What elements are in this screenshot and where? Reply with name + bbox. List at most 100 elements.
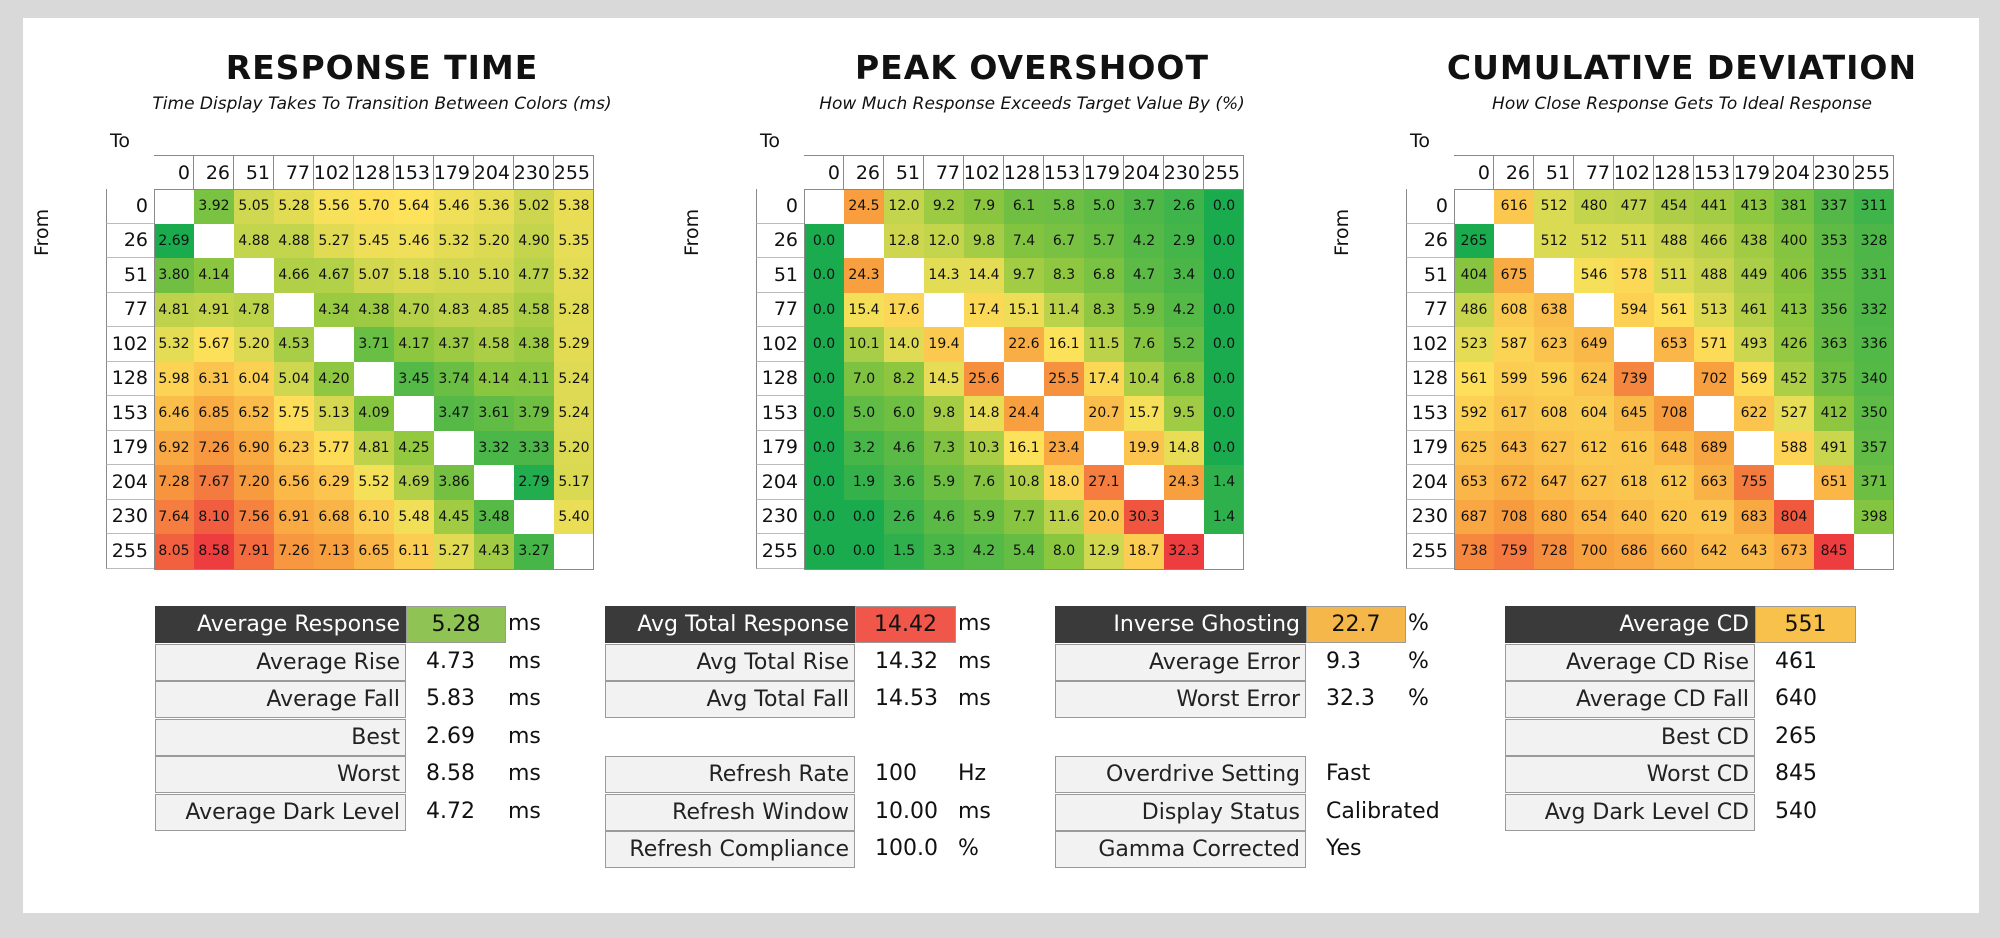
heatmap-cell: 0.0 (804, 223, 844, 258)
row-header: 153 (106, 396, 154, 431)
heatmap-cell: 5.9 (1124, 292, 1164, 327)
heatmap-cell: 3.3 (924, 534, 964, 569)
stat-label-refresh-rate: Refresh Rate (605, 756, 855, 793)
row-header: 230 (756, 499, 804, 534)
heatmap-cell: 22.6 (1004, 327, 1044, 362)
heatmap-cell: 651 (1814, 465, 1854, 500)
heatmap-cell: 24.3 (1164, 465, 1204, 500)
heatmap-cell: 7.26 (194, 430, 234, 465)
column-header: 102 (1614, 155, 1654, 189)
heatmap-cell: 5.20 (474, 223, 514, 258)
stat-label-overdrive-setting: Overdrive Setting (1055, 756, 1306, 793)
heatmap-cell: 6.8 (1164, 361, 1204, 396)
heatmap-cell: 683 (1734, 499, 1774, 534)
heatmap-cell: 350 (1854, 396, 1894, 431)
heatmap-cell: 24.5 (844, 189, 884, 224)
heatmap-cell (1044, 396, 1084, 431)
heatmap-cell: 4.2 (964, 534, 1004, 569)
stat-value-worst-cd: 845 (1775, 761, 1817, 786)
heatmap-cell: 6.85 (194, 396, 234, 431)
heatmap-cell: 608 (1494, 292, 1534, 327)
row-header: 179 (1406, 430, 1454, 465)
stat-value-inverse-ghosting-rate: 22.7 (1306, 606, 1406, 643)
heatmap-cell: 4.81 (354, 430, 394, 465)
stat-label-average-response: Average Response (155, 606, 406, 643)
heatmap-cell (1004, 361, 1044, 396)
heatmap-cell (154, 189, 194, 224)
row-header: 26 (1406, 223, 1454, 258)
heatmap-cell: 493 (1734, 327, 1774, 362)
heatmap-cell: 612 (1654, 465, 1694, 500)
stat-unit-average-fall: ms (508, 686, 541, 711)
heatmap-cell: 653 (1654, 327, 1694, 362)
stat-value-overdrive-setting: Fast (1326, 761, 1371, 786)
heatmap-cell: 0.0 (1204, 327, 1244, 362)
column-header: 153 (1044, 155, 1084, 189)
heatmap-cell: 738 (1454, 534, 1494, 569)
heatmap-cell: 759 (1494, 534, 1534, 569)
heatmap-cell: 4.6 (924, 499, 964, 534)
heatmap-cell: 708 (1654, 396, 1694, 431)
heatmap-cell: 4.81 (154, 292, 194, 327)
stat-label-display-status: Display Status (1055, 793, 1306, 831)
heatmap-cell: 6.92 (154, 430, 194, 465)
stat-value-gamma-corrected: Yes (1326, 836, 1362, 861)
heatmap-cell: 5.04 (274, 361, 314, 396)
heatmap-cell: 19.9 (1124, 430, 1164, 465)
heatmap-cell: 5.10 (434, 258, 474, 293)
column-header: 153 (1694, 155, 1734, 189)
stat-label-average-error: Average Error (1055, 643, 1306, 681)
heatmap-cell: 512 (1534, 223, 1574, 258)
heatmap-cell: 616 (1494, 189, 1534, 224)
heatmap-cell: 3.92 (194, 189, 234, 224)
heatmap-cell: 11.4 (1044, 292, 1084, 327)
heatmap-cell: 8.3 (1044, 258, 1084, 293)
heatmap-cell: 561 (1454, 361, 1494, 396)
heatmap-cell: 398 (1854, 499, 1894, 534)
heatmap-cell: 4.38 (354, 292, 394, 327)
row-header: 128 (756, 361, 804, 396)
column-header: 128 (354, 155, 394, 189)
heatmap-cell: 511 (1654, 258, 1694, 293)
heatmap-cell: 642 (1694, 534, 1734, 569)
row-header: 204 (106, 465, 154, 500)
row-header: 153 (1406, 396, 1454, 431)
heatmap-cell: 4.53 (274, 327, 314, 362)
heatmap-cell: 12.9 (1084, 534, 1124, 569)
heatmap-cell: 640 (1614, 499, 1654, 534)
heatmap-cell (1614, 327, 1654, 362)
row-header: 51 (756, 258, 804, 293)
column-header: 26 (1494, 155, 1534, 189)
heatmap-cell: 0.0 (1204, 292, 1244, 327)
column-header: 230 (1814, 155, 1854, 189)
heatmap-cell: 0.0 (804, 534, 844, 569)
heatmap-cell (924, 292, 964, 327)
heatmap-cell: 4.91 (194, 292, 234, 327)
heatmap-cell: 5.38 (554, 189, 594, 224)
heatmap-cell: 5.10 (474, 258, 514, 293)
heatmap-cell: 4.17 (394, 327, 434, 362)
heatmap-cell (1654, 361, 1694, 396)
heatmap-cell: 18.0 (1044, 465, 1084, 500)
heatmap-cell (1454, 189, 1494, 224)
heatmap-cell: 7.26 (274, 534, 314, 569)
column-header: 179 (1734, 155, 1774, 189)
heatmap-cell (1774, 465, 1814, 500)
heatmap-cell: 2.79 (514, 465, 554, 500)
column-header: 204 (474, 155, 514, 189)
heatmap-cell: 15.4 (844, 292, 884, 327)
heatmap-cell: 5.27 (434, 534, 474, 569)
heatmap-cell: 4.6 (884, 430, 924, 465)
heatmap-cell: 14.4 (964, 258, 1004, 293)
heatmap-cell: 4.37 (434, 327, 474, 362)
column-header: 230 (1164, 155, 1204, 189)
stat-value-average-rise: 4.73 (426, 648, 475, 674)
stat-value-average-cd: 551 (1755, 606, 1856, 643)
heatmap-cell: 604 (1574, 396, 1614, 431)
stat-value-avg-dark-level-cd: 540 (1775, 798, 1817, 824)
heatmap-cell: 0.0 (804, 361, 844, 396)
heatmap-cell (354, 361, 394, 396)
heatmap-cell: 2.69 (154, 223, 194, 258)
column-header: 255 (554, 155, 594, 189)
stat-unit-average-response: ms (508, 611, 541, 636)
